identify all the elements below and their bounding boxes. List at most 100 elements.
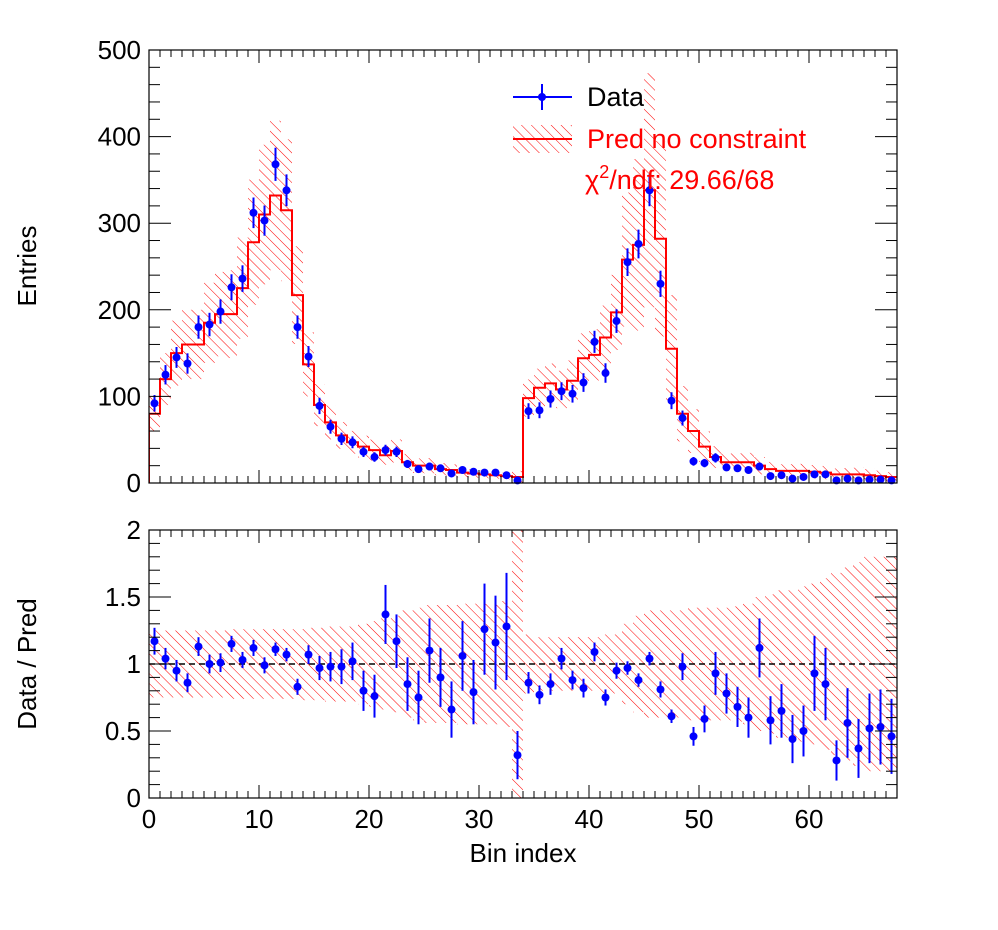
data-point <box>667 392 676 410</box>
data-point <box>821 470 830 479</box>
ratio-point <box>711 651 720 695</box>
ratio-point <box>326 651 335 682</box>
data-point <box>678 410 687 426</box>
data-point <box>491 468 500 477</box>
ratio-point <box>392 614 401 669</box>
ratio-band-bin <box>281 629 292 699</box>
top-axis-ticks: 0 100 200 300 400 500 <box>98 35 898 498</box>
ratio-point <box>513 731 522 780</box>
x-tick-label: 50 <box>685 804 714 834</box>
ratio-axis-ticks: 0 10 20 30 40 50 60 0 0.5 1 1.5 2 <box>105 515 898 834</box>
data-point <box>436 464 445 473</box>
data-point <box>557 382 566 401</box>
ratio-point <box>700 705 709 733</box>
data-point <box>579 373 588 392</box>
data-point <box>634 229 643 259</box>
data-point <box>205 312 214 337</box>
data-point <box>788 474 797 483</box>
ratio-point <box>832 740 841 781</box>
data-point <box>777 471 786 480</box>
ratio-point <box>425 618 434 683</box>
data-point <box>799 472 808 481</box>
ratio-point <box>491 595 500 690</box>
ratio-band-bin <box>633 615 644 713</box>
ratio-point <box>293 678 302 695</box>
ratio-x-axis-label: Bin index <box>470 838 577 868</box>
data-point <box>249 197 258 229</box>
data-point <box>326 419 335 434</box>
ratio-point <box>568 670 577 690</box>
ratio-point <box>645 651 654 666</box>
ratio-band-bin <box>292 629 303 699</box>
data-point <box>414 465 423 474</box>
ratio-point <box>601 689 610 706</box>
ratio-point <box>381 584 390 644</box>
data-point <box>150 395 159 412</box>
data-point <box>271 147 280 181</box>
ratio-points <box>150 572 896 781</box>
y-tick-label: 500 <box>98 35 141 65</box>
data-point <box>590 330 599 353</box>
y-tick-label: 2 <box>127 515 141 545</box>
x-tick-label: 20 <box>355 804 384 834</box>
ratio-point <box>557 647 566 670</box>
ratio-y-axis-label: Data / Pred <box>12 598 42 730</box>
y-tick-label: 100 <box>98 381 141 411</box>
ratio-point <box>315 655 324 681</box>
data-point <box>524 403 533 420</box>
ratio-point <box>260 657 269 674</box>
top-y-axis-label: Entries <box>12 226 42 307</box>
data-point <box>711 453 720 463</box>
ratio-point <box>667 709 676 723</box>
ratio-point <box>777 684 786 738</box>
legend-entry-prediction: Pred no constraint <box>513 124 807 154</box>
data-point <box>161 365 170 385</box>
ratio-band-bin <box>853 562 864 766</box>
legend: Data Pred no constraint χ2/ndf: 29.66/68 <box>513 82 807 195</box>
ratio-band-bin <box>523 634 534 694</box>
data-point <box>194 315 203 339</box>
data-point <box>469 467 478 476</box>
data-point <box>227 274 236 301</box>
ratio-point <box>238 651 247 669</box>
ratio-point <box>788 714 797 764</box>
data-point <box>480 468 489 477</box>
data-point <box>238 265 247 292</box>
ratio-point <box>480 583 489 675</box>
ratio-point <box>755 618 764 678</box>
ratio-band-bin <box>743 603 754 725</box>
chi2-value: /ndf: 29.66/68 <box>609 165 774 195</box>
ratio-band-bin <box>721 607 732 721</box>
ratio-point <box>524 672 533 694</box>
ratio-point <box>172 659 181 682</box>
ratio-point <box>799 705 808 757</box>
ratio-point <box>414 670 423 725</box>
ratio-point <box>579 678 588 698</box>
ratio-point <box>744 697 753 738</box>
y-tick-label: 400 <box>98 122 141 152</box>
chi2-symbol: χ <box>585 165 599 195</box>
ratio-point <box>194 637 203 656</box>
ratio-point <box>722 673 731 714</box>
data-point <box>348 436 357 449</box>
ratio-point <box>370 674 379 718</box>
y-tick-label: 0 <box>127 468 141 498</box>
ratio-point <box>249 639 258 656</box>
data-point <box>216 299 225 324</box>
data-point <box>810 470 819 479</box>
y-tick-label: 0 <box>127 783 141 813</box>
legend-entry-data: Data <box>513 82 645 112</box>
legend-chi2-text: χ2/ndf: 29.66/68 <box>585 162 774 195</box>
ratio-point <box>282 647 291 662</box>
ratio-point <box>854 718 863 778</box>
data-point <box>282 174 291 207</box>
ratio-point <box>546 673 555 695</box>
ratio-point <box>810 635 819 711</box>
y-tick-label: 300 <box>98 208 141 238</box>
ratio-point <box>612 662 621 679</box>
data-point <box>403 459 412 469</box>
ratio-point <box>271 642 280 656</box>
ratio-point <box>733 686 742 727</box>
